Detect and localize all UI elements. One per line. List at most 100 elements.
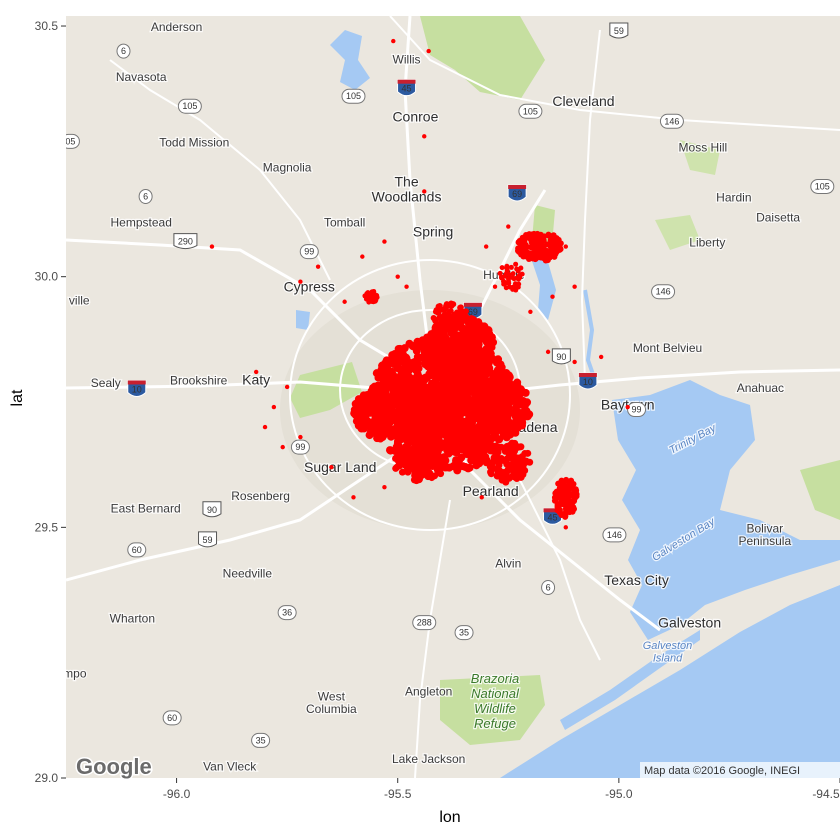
place-label: Anderson: [151, 20, 202, 34]
incident-point: [384, 422, 393, 431]
incident-point: [415, 455, 423, 463]
incident-point: [460, 402, 469, 411]
incident-point: [484, 326, 493, 335]
incident-point: [513, 380, 522, 389]
incident-point: [428, 350, 437, 359]
incident-point: [458, 393, 467, 402]
incident-point: [512, 285, 518, 291]
incident-point: [395, 461, 403, 469]
highway-shield-icon: 69: [507, 184, 527, 202]
map-attribution[interactable]: Map data ©2016 Google, INEGI: [644, 765, 800, 777]
incident-point: [491, 394, 500, 403]
y-axis: 29.0 29.5 30.0 30.5: [35, 19, 66, 785]
place-label: Hardin: [716, 190, 751, 204]
incident-point: [405, 365, 414, 374]
incident-point: [569, 499, 576, 506]
highway-shield-label: 99: [295, 442, 305, 452]
place-label: Spring: [413, 224, 453, 240]
park-sam-houston-forest: [420, 16, 545, 100]
incident-point: [421, 462, 429, 470]
incident-point: [492, 284, 498, 289]
incident-point: [506, 445, 514, 453]
incident-point: [565, 504, 572, 511]
place-label: Angleton: [405, 684, 452, 698]
highway-shield-label: 60: [167, 713, 177, 723]
incident-point: [475, 397, 484, 406]
highway-shield-label: 59: [203, 535, 213, 545]
incident-point: [488, 374, 497, 383]
place-label: Daisetta: [756, 211, 800, 225]
incident-point: [510, 271, 516, 277]
incident-point: [298, 279, 303, 284]
incident-point: [351, 495, 356, 500]
place-label: Hempstead: [111, 216, 172, 230]
incident-point: [388, 381, 397, 390]
y-tick-label: 29.5: [35, 520, 59, 534]
highway-shield-icon: 99: [299, 244, 319, 260]
highway-shield-label: 35: [256, 735, 266, 745]
park-brazoria-refuge: [440, 675, 545, 745]
highway-shield-icon: 99: [627, 402, 647, 418]
incident-point: [449, 380, 458, 389]
west-bay: [560, 630, 700, 730]
incident-point: [524, 449, 532, 457]
incident-point: [454, 402, 463, 411]
incident-point: [476, 323, 485, 332]
incident-point: [408, 454, 416, 462]
incident-point: [422, 134, 427, 139]
incident-point: [459, 363, 468, 372]
incident-point: [403, 461, 411, 469]
incident-point: [456, 321, 463, 328]
highway-shield-label: 69: [468, 307, 478, 317]
incident-point: [499, 430, 508, 439]
incident-point: [573, 493, 580, 500]
y-tick-label: 30.0: [35, 270, 59, 284]
incident-point: [404, 468, 412, 476]
incident-point: [550, 294, 555, 299]
incident-point: [399, 350, 408, 359]
place-label: Conroe: [392, 108, 438, 124]
highway-shield-label: 146: [656, 287, 671, 297]
place-label: Cypress: [284, 279, 335, 295]
highway-shield-label: 105: [523, 106, 538, 116]
incident-point: [504, 265, 510, 271]
lake-conroe: [330, 30, 370, 90]
park-east: [655, 215, 700, 250]
incident-point: [533, 232, 540, 239]
incident-point: [400, 344, 409, 353]
incident-point: [371, 288, 377, 294]
incident-point: [563, 525, 568, 530]
incident-point: [457, 379, 466, 388]
highway-shield-label: 290: [178, 237, 193, 247]
incident-point: [546, 254, 553, 261]
incident-point: [423, 472, 431, 480]
incident-point: [424, 403, 433, 412]
park-addicks: [290, 362, 362, 418]
incident-point: [443, 425, 452, 434]
incident-point: [513, 261, 519, 267]
incident-point: [488, 408, 497, 417]
place-label: Todd Mission: [159, 135, 229, 149]
place-label: Needville: [223, 566, 273, 580]
incident-point: [360, 254, 365, 259]
incident-point: [428, 463, 436, 471]
incident-point: [402, 436, 411, 445]
incident-point: [484, 359, 493, 368]
incident-point: [458, 435, 467, 444]
incident-point: [482, 382, 491, 391]
incident-point: [412, 425, 421, 434]
incident-point: [504, 373, 513, 382]
incident-point: [514, 266, 520, 272]
incident-point: [495, 419, 504, 428]
incident-point: [455, 340, 464, 349]
incident-point: [397, 452, 405, 460]
incident-point: [403, 454, 411, 462]
incident-point: [499, 456, 507, 464]
incident-point: [543, 247, 550, 254]
incident-point: [511, 412, 520, 421]
incident-point: [420, 347, 429, 356]
incident-point: [377, 422, 386, 431]
highway-shield-label: 59: [614, 26, 624, 36]
incident-point: [564, 486, 571, 493]
place-label: Navasota: [116, 70, 167, 84]
